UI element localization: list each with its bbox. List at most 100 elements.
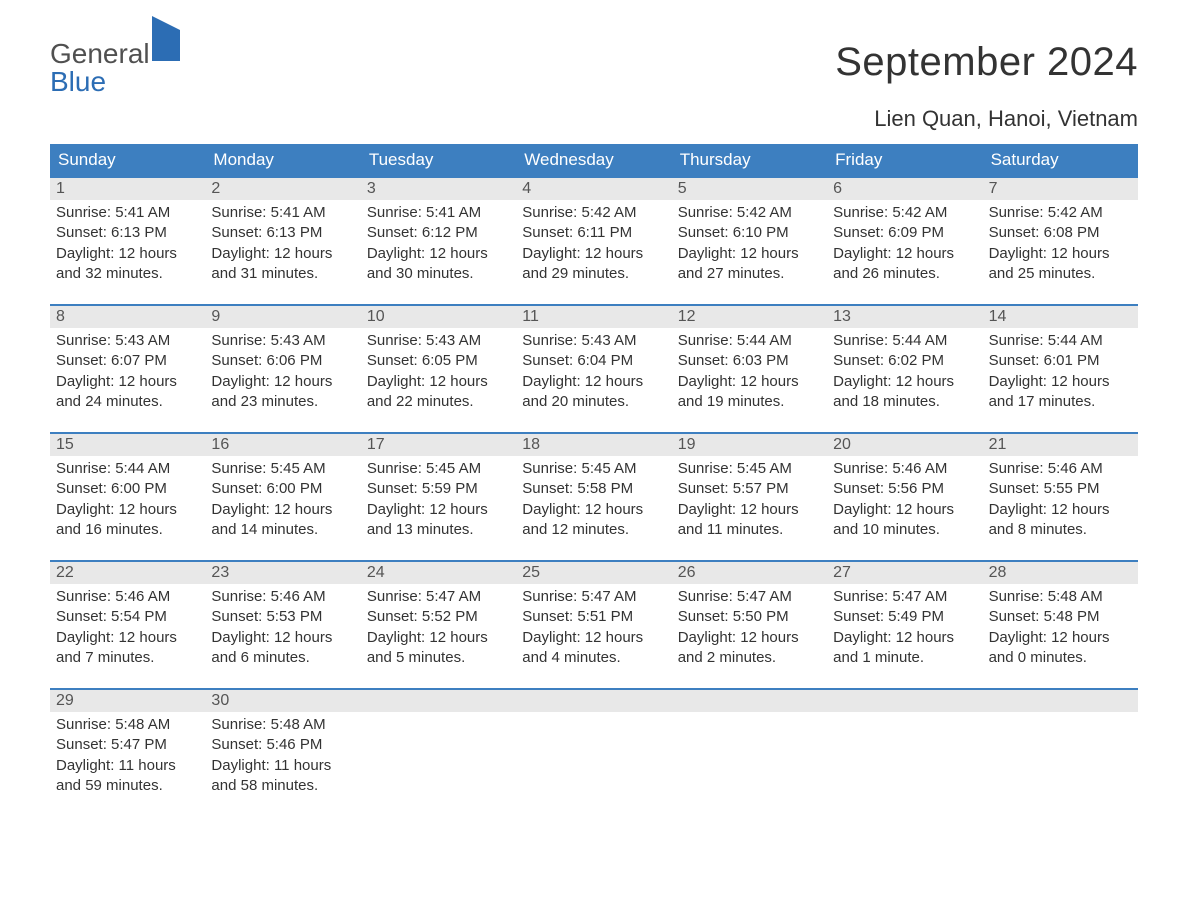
empty-day-number [672, 688, 827, 712]
sunrise-text: Sunrise: 5:47 AM [678, 587, 821, 607]
day-body: Sunrise: 5:42 AMSunset: 6:08 PMDaylight:… [983, 200, 1138, 284]
sunrise-text: Sunrise: 5:42 AM [522, 203, 665, 223]
sunset-text: Sunset: 6:00 PM [211, 479, 354, 499]
daylight-text: Daylight: 12 hours and 18 minutes. [833, 372, 976, 413]
sunrise-text: Sunrise: 5:44 AM [56, 459, 199, 479]
empty-day-cell [983, 688, 1138, 816]
day-cell: 17Sunrise: 5:45 AMSunset: 5:59 PMDayligh… [361, 432, 516, 560]
dow-header: Monday [205, 144, 360, 176]
sunrise-text: Sunrise: 5:42 AM [833, 203, 976, 223]
sunset-text: Sunset: 6:13 PM [211, 223, 354, 243]
daylight-text: Daylight: 12 hours and 20 minutes. [522, 372, 665, 413]
day-body: Sunrise: 5:48 AMSunset: 5:48 PMDaylight:… [983, 584, 1138, 668]
brand-word2: Blue [50, 66, 106, 97]
day-number: 26 [672, 560, 827, 584]
day-cell: 10Sunrise: 5:43 AMSunset: 6:05 PMDayligh… [361, 304, 516, 432]
day-cell: 26Sunrise: 5:47 AMSunset: 5:50 PMDayligh… [672, 560, 827, 688]
sunrise-text: Sunrise: 5:45 AM [678, 459, 821, 479]
sunrise-text: Sunrise: 5:45 AM [522, 459, 665, 479]
sunrise-text: Sunrise: 5:41 AM [56, 203, 199, 223]
dow-header: Friday [827, 144, 982, 176]
sunset-text: Sunset: 6:03 PM [678, 351, 821, 371]
day-cell: 1Sunrise: 5:41 AMSunset: 6:13 PMDaylight… [50, 176, 205, 304]
location-text: Lien Quan, Hanoi, Vietnam [50, 106, 1138, 132]
day-body: Sunrise: 5:43 AMSunset: 6:06 PMDaylight:… [205, 328, 360, 412]
empty-day-number [361, 688, 516, 712]
sunrise-text: Sunrise: 5:46 AM [989, 459, 1132, 479]
day-body: Sunrise: 5:41 AMSunset: 6:13 PMDaylight:… [205, 200, 360, 284]
daylight-text: Daylight: 12 hours and 31 minutes. [211, 244, 354, 285]
daylight-text: Daylight: 12 hours and 1 minute. [833, 628, 976, 669]
day-body: Sunrise: 5:46 AMSunset: 5:56 PMDaylight:… [827, 456, 982, 540]
sunset-text: Sunset: 6:01 PM [989, 351, 1132, 371]
day-number: 23 [205, 560, 360, 584]
day-number: 15 [50, 432, 205, 456]
brand-flag-icon [152, 16, 180, 61]
day-cell: 18Sunrise: 5:45 AMSunset: 5:58 PMDayligh… [516, 432, 671, 560]
sunrise-text: Sunrise: 5:41 AM [211, 203, 354, 223]
day-cell: 15Sunrise: 5:44 AMSunset: 6:00 PMDayligh… [50, 432, 205, 560]
sunset-text: Sunset: 6:07 PM [56, 351, 199, 371]
sunset-text: Sunset: 5:48 PM [989, 607, 1132, 627]
daylight-text: Daylight: 12 hours and 2 minutes. [678, 628, 821, 669]
title-block: September 2024 [835, 40, 1138, 85]
daylight-text: Daylight: 12 hours and 4 minutes. [522, 628, 665, 669]
empty-day-cell [827, 688, 982, 816]
day-body: Sunrise: 5:45 AMSunset: 5:59 PMDaylight:… [361, 456, 516, 540]
day-cell: 13Sunrise: 5:44 AMSunset: 6:02 PMDayligh… [827, 304, 982, 432]
sunrise-text: Sunrise: 5:41 AM [367, 203, 510, 223]
daylight-text: Daylight: 12 hours and 8 minutes. [989, 500, 1132, 541]
daylight-text: Daylight: 11 hours and 59 minutes. [56, 756, 199, 797]
empty-day-cell [516, 688, 671, 816]
day-body: Sunrise: 5:46 AMSunset: 5:54 PMDaylight:… [50, 584, 205, 668]
day-number: 4 [516, 176, 671, 200]
day-body: Sunrise: 5:44 AMSunset: 6:03 PMDaylight:… [672, 328, 827, 412]
sunrise-text: Sunrise: 5:43 AM [367, 331, 510, 351]
day-number: 2 [205, 176, 360, 200]
dow-header: Tuesday [361, 144, 516, 176]
day-body: Sunrise: 5:41 AMSunset: 6:12 PMDaylight:… [361, 200, 516, 284]
day-cell: 2Sunrise: 5:41 AMSunset: 6:13 PMDaylight… [205, 176, 360, 304]
sunrise-text: Sunrise: 5:47 AM [522, 587, 665, 607]
sunset-text: Sunset: 5:46 PM [211, 735, 354, 755]
day-body: Sunrise: 5:43 AMSunset: 6:05 PMDaylight:… [361, 328, 516, 412]
sunrise-text: Sunrise: 5:46 AM [833, 459, 976, 479]
sunset-text: Sunset: 5:53 PM [211, 607, 354, 627]
dow-header: Sunday [50, 144, 205, 176]
empty-day-cell [361, 688, 516, 816]
day-number: 11 [516, 304, 671, 328]
sunset-text: Sunset: 6:08 PM [989, 223, 1132, 243]
day-number: 24 [361, 560, 516, 584]
daylight-text: Daylight: 12 hours and 19 minutes. [678, 372, 821, 413]
day-cell: 6Sunrise: 5:42 AMSunset: 6:09 PMDaylight… [827, 176, 982, 304]
daylight-text: Daylight: 12 hours and 6 minutes. [211, 628, 354, 669]
day-body: Sunrise: 5:45 AMSunset: 5:58 PMDaylight:… [516, 456, 671, 540]
sunset-text: Sunset: 5:47 PM [56, 735, 199, 755]
day-cell: 24Sunrise: 5:47 AMSunset: 5:52 PMDayligh… [361, 560, 516, 688]
day-body: Sunrise: 5:47 AMSunset: 5:52 PMDaylight:… [361, 584, 516, 668]
day-number: 19 [672, 432, 827, 456]
dow-header: Thursday [672, 144, 827, 176]
day-number: 9 [205, 304, 360, 328]
brand-logo: General Blue [50, 40, 180, 96]
day-body: Sunrise: 5:45 AMSunset: 5:57 PMDaylight:… [672, 456, 827, 540]
empty-day-number [983, 688, 1138, 712]
day-number: 6 [827, 176, 982, 200]
day-number: 18 [516, 432, 671, 456]
daylight-text: Daylight: 12 hours and 24 minutes. [56, 372, 199, 413]
sunrise-text: Sunrise: 5:45 AM [367, 459, 510, 479]
day-body: Sunrise: 5:44 AMSunset: 6:00 PMDaylight:… [50, 456, 205, 540]
daylight-text: Daylight: 12 hours and 27 minutes. [678, 244, 821, 285]
empty-day-number [827, 688, 982, 712]
calendar-grid: SundayMondayTuesdayWednesdayThursdayFrid… [50, 144, 1138, 816]
sunrise-text: Sunrise: 5:44 AM [678, 331, 821, 351]
sunset-text: Sunset: 6:09 PM [833, 223, 976, 243]
day-body: Sunrise: 5:44 AMSunset: 6:01 PMDaylight:… [983, 328, 1138, 412]
daylight-text: Daylight: 12 hours and 16 minutes. [56, 500, 199, 541]
sunrise-text: Sunrise: 5:46 AM [56, 587, 199, 607]
day-number: 30 [205, 688, 360, 712]
sunrise-text: Sunrise: 5:48 AM [989, 587, 1132, 607]
day-number: 10 [361, 304, 516, 328]
daylight-text: Daylight: 12 hours and 25 minutes. [989, 244, 1132, 285]
day-cell: 20Sunrise: 5:46 AMSunset: 5:56 PMDayligh… [827, 432, 982, 560]
